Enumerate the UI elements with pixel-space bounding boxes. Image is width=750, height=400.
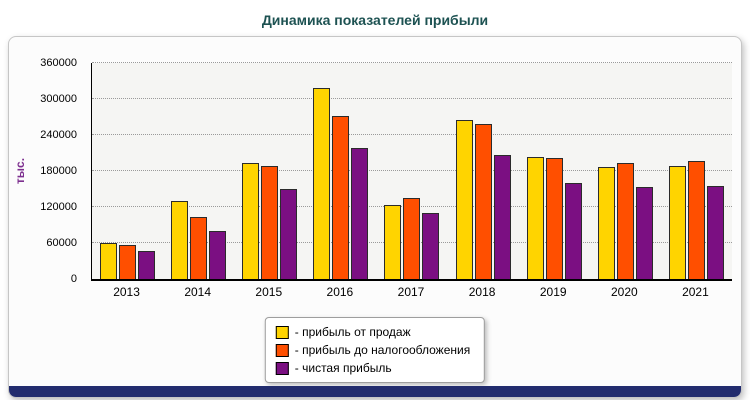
- bar: [261, 166, 279, 279]
- y-tick-label: 180000: [40, 165, 77, 177]
- legend-swatch: [275, 361, 289, 375]
- x-axis-label: 2018: [468, 285, 496, 299]
- x-axis-label: 2015: [255, 285, 283, 299]
- bar-group: [376, 63, 447, 279]
- bar: [668, 166, 686, 279]
- bar: [280, 189, 298, 279]
- bar: [706, 186, 724, 279]
- chart-title: Динамика показателей прибыли: [261, 12, 489, 28]
- y-tick-label: 0: [70, 273, 77, 285]
- plot-area: [91, 62, 732, 281]
- bar-group: [519, 63, 590, 279]
- chart-panel: тыс. 0 60000 120000 180000 240000 300000 36000…: [8, 36, 742, 398]
- bar: [119, 244, 137, 279]
- legend-swatch: [275, 325, 289, 339]
- legend-label: - прибыль до налогообложения: [294, 343, 471, 357]
- bar: [138, 251, 156, 279]
- legend-item: - прибыль от продаж: [275, 325, 470, 339]
- y-tick-label: 300000: [40, 93, 77, 105]
- legend-item: - чистая прибыль: [275, 361, 470, 375]
- x-axis-label: 2019: [539, 285, 567, 299]
- legend-item: - прибыль до налогообложения: [275, 343, 471, 357]
- x-axis-label: 2017: [397, 285, 425, 299]
- x-axis-labels: 2013 2014 2015 2016 2017 2018 2019 2020 2021: [91, 285, 731, 301]
- x-axis-label: 2020: [610, 285, 638, 299]
- bar: [209, 231, 227, 279]
- legend: - прибыль от продаж - прибыль до налогооб…: [264, 317, 486, 383]
- bar: [190, 217, 208, 279]
- y-tick-label: 60000: [46, 237, 77, 250]
- y-tick-label: 240000: [40, 129, 77, 142]
- bar-group: [448, 63, 519, 279]
- bar-group: [590, 63, 661, 279]
- bar: [474, 123, 492, 279]
- bar: [242, 163, 260, 279]
- bar: [564, 183, 582, 279]
- bar: [351, 148, 369, 279]
- bar: [616, 163, 634, 279]
- bar-group: [661, 63, 732, 279]
- x-axis-label: 2016: [326, 285, 354, 299]
- bar: [597, 167, 615, 279]
- bar: [332, 116, 350, 279]
- bar: [100, 243, 118, 279]
- bar: [493, 155, 511, 279]
- x-axis-label: 2014: [184, 285, 212, 299]
- bar: [687, 161, 705, 279]
- bar: [526, 157, 544, 279]
- legend-label: - чистая прибыль: [294, 361, 392, 375]
- bar: [384, 205, 402, 279]
- bar: [313, 88, 331, 279]
- bar-group: [163, 63, 234, 279]
- bar-group: [234, 63, 305, 279]
- y-axis-ticks: 0 60000 120000 180000 240000 300000 360000: [9, 57, 85, 285]
- x-axis-label: 2013: [113, 285, 140, 299]
- bar: [455, 120, 473, 279]
- y-tick-label: 120000: [40, 201, 77, 214]
- x-axis-label: 2021: [682, 285, 709, 299]
- bar-group: [92, 63, 163, 279]
- bar-group: [305, 63, 376, 279]
- bar: [545, 157, 563, 279]
- bar: [403, 198, 421, 279]
- legend-label: - прибыль от продаж: [294, 325, 411, 339]
- bar: [635, 187, 653, 279]
- y-tick-label: 360000: [40, 57, 77, 69]
- bar: [171, 201, 189, 279]
- bar: [422, 213, 440, 279]
- panel-footer: [9, 386, 741, 397]
- legend-swatch: [275, 343, 289, 357]
